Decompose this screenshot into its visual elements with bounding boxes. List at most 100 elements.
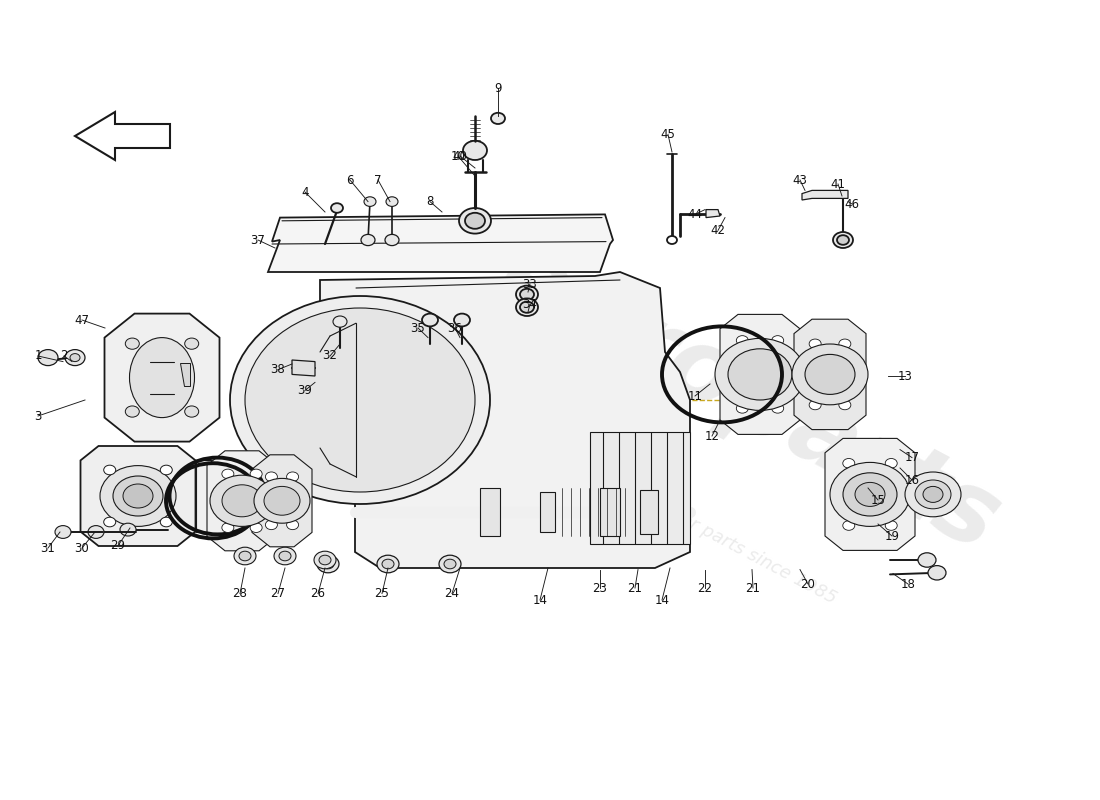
- Circle shape: [377, 555, 399, 573]
- Text: 34: 34: [522, 298, 538, 310]
- Circle shape: [516, 298, 538, 316]
- Polygon shape: [480, 488, 501, 536]
- Circle shape: [185, 406, 199, 417]
- Circle shape: [317, 555, 339, 573]
- Polygon shape: [720, 314, 800, 434]
- Text: 23: 23: [593, 582, 607, 594]
- Circle shape: [667, 236, 676, 244]
- Circle shape: [491, 113, 505, 124]
- Circle shape: [915, 480, 952, 509]
- Circle shape: [125, 338, 140, 350]
- Circle shape: [125, 406, 140, 417]
- Circle shape: [386, 197, 398, 206]
- Circle shape: [715, 338, 805, 410]
- Circle shape: [222, 523, 234, 533]
- Polygon shape: [794, 319, 866, 430]
- Circle shape: [222, 469, 234, 478]
- Circle shape: [792, 344, 868, 405]
- Circle shape: [736, 403, 748, 413]
- Circle shape: [463, 141, 487, 160]
- Circle shape: [103, 465, 116, 474]
- Circle shape: [331, 203, 343, 213]
- Polygon shape: [600, 488, 620, 536]
- Circle shape: [161, 518, 173, 527]
- Circle shape: [810, 400, 822, 410]
- Circle shape: [837, 235, 849, 245]
- Text: 39: 39: [298, 384, 312, 397]
- Circle shape: [923, 486, 943, 502]
- Circle shape: [161, 465, 173, 474]
- Polygon shape: [268, 214, 613, 272]
- Circle shape: [239, 551, 251, 561]
- Text: 36: 36: [448, 322, 462, 334]
- Circle shape: [855, 482, 886, 506]
- Circle shape: [810, 339, 822, 349]
- Circle shape: [886, 458, 898, 468]
- Text: 41: 41: [830, 178, 846, 190]
- Polygon shape: [292, 360, 315, 376]
- Text: 4: 4: [301, 186, 309, 198]
- Polygon shape: [104, 314, 220, 442]
- Circle shape: [805, 354, 855, 394]
- Circle shape: [839, 400, 850, 410]
- Text: 43: 43: [793, 174, 807, 186]
- Circle shape: [465, 213, 485, 229]
- Text: 33: 33: [522, 278, 538, 290]
- Circle shape: [230, 296, 490, 504]
- Text: 29: 29: [110, 539, 125, 552]
- Circle shape: [905, 472, 961, 517]
- Circle shape: [918, 553, 936, 567]
- Polygon shape: [590, 432, 690, 544]
- Text: 30: 30: [75, 542, 89, 554]
- Circle shape: [39, 350, 58, 366]
- Circle shape: [843, 458, 855, 468]
- Circle shape: [265, 472, 277, 482]
- Circle shape: [254, 478, 310, 523]
- Text: 32: 32: [322, 350, 338, 362]
- Polygon shape: [802, 190, 848, 200]
- Circle shape: [120, 523, 136, 536]
- Polygon shape: [80, 446, 196, 546]
- Text: 14: 14: [532, 594, 548, 606]
- Circle shape: [422, 314, 438, 326]
- Text: 7: 7: [374, 174, 382, 186]
- Polygon shape: [196, 461, 241, 531]
- Text: europarts: europarts: [481, 227, 1015, 573]
- Polygon shape: [252, 454, 312, 547]
- Text: 21: 21: [627, 582, 642, 594]
- Text: 44: 44: [688, 208, 703, 221]
- Polygon shape: [180, 363, 190, 386]
- Circle shape: [361, 234, 375, 246]
- Circle shape: [113, 476, 163, 516]
- Circle shape: [123, 484, 153, 508]
- Polygon shape: [75, 112, 170, 160]
- Text: 42: 42: [711, 224, 726, 237]
- Circle shape: [234, 547, 256, 565]
- Circle shape: [439, 555, 461, 573]
- Polygon shape: [825, 438, 915, 550]
- Circle shape: [843, 473, 896, 516]
- Circle shape: [210, 475, 274, 526]
- Circle shape: [444, 559, 456, 569]
- Text: 46: 46: [845, 198, 859, 210]
- Text: 1: 1: [34, 350, 42, 362]
- Circle shape: [287, 472, 298, 482]
- Text: 17: 17: [904, 451, 920, 464]
- Circle shape: [772, 403, 783, 413]
- Circle shape: [839, 339, 850, 349]
- Circle shape: [274, 547, 296, 565]
- Circle shape: [843, 521, 855, 530]
- Circle shape: [385, 234, 399, 246]
- Text: 28: 28: [232, 587, 248, 600]
- Text: 9: 9: [494, 82, 502, 94]
- Text: 37: 37: [251, 234, 265, 246]
- Circle shape: [736, 336, 748, 346]
- Circle shape: [520, 302, 534, 313]
- Circle shape: [314, 551, 336, 569]
- Text: 35: 35: [410, 322, 426, 334]
- Circle shape: [185, 338, 199, 350]
- Text: 31: 31: [41, 542, 55, 554]
- Circle shape: [245, 308, 475, 492]
- Polygon shape: [706, 210, 721, 218]
- Ellipse shape: [130, 338, 195, 418]
